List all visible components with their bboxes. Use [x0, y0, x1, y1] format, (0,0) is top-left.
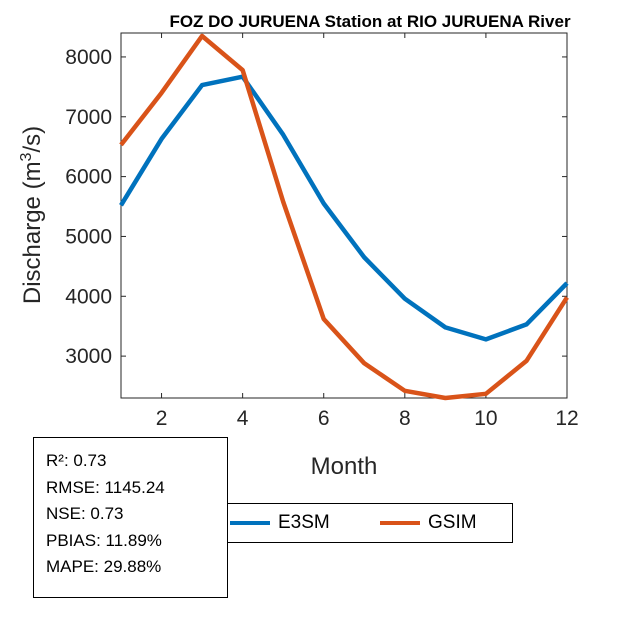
y-tick-label: 8000 [65, 46, 112, 69]
x-tick-label: 6 [318, 407, 330, 430]
y-tick-label: 4000 [65, 285, 112, 308]
stats-box: R²: 0.73 RMSE: 1145.24 NSE: 0.73 PBIAS: … [33, 437, 228, 598]
y-tick-label: 7000 [65, 106, 112, 129]
legend-label-gsim: GSIM [428, 512, 477, 533]
stat-r2: R²: 0.73 [46, 451, 107, 470]
legend-swatch-gsim [380, 521, 420, 525]
legend-swatch-e3sm [230, 521, 270, 525]
legend-item-gsim: GSIM [380, 512, 477, 534]
series-line-gsim [119, 33, 569, 401]
chart-title: FOZ DO JURUENA Station at RIO JURUENA Ri… [169, 12, 571, 31]
x-axis-label: Month [311, 453, 378, 480]
x-tick-label: 4 [237, 407, 249, 430]
x-tick-label: 2 [156, 407, 168, 430]
y-tick-label: 6000 [65, 166, 112, 189]
legend-item-e3sm: E3SM [230, 512, 330, 534]
stat-nse: NSE: 0.73 [46, 504, 124, 523]
y-tick-label: 5000 [65, 225, 112, 248]
x-tick-label: 12 [555, 407, 578, 430]
legend: E3SM GSIM [228, 503, 513, 543]
x-tick-label: 10 [474, 407, 497, 430]
stat-mape: MAPE: 29.88% [46, 557, 162, 576]
stat-rmse: RMSE: 1145.24 [46, 477, 165, 497]
legend-label-e3sm: E3SM [278, 512, 330, 533]
series-line-e3sm [119, 74, 569, 342]
x-tick-label: 8 [399, 407, 411, 430]
y-axis-label: Discharge (m3/s) [18, 126, 46, 304]
y-tick-label: 3000 [65, 345, 112, 368]
stat-pbias: PBIAS: 11.89% [46, 530, 162, 550]
